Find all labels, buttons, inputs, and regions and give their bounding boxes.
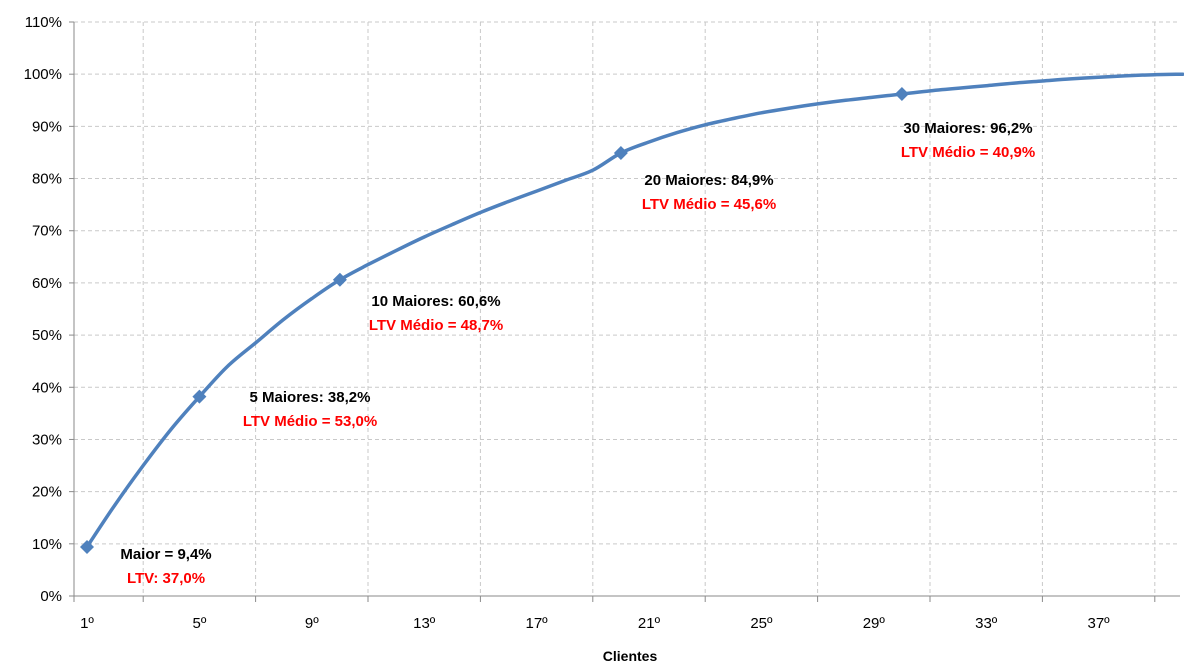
- x-tick-label: 1º: [80, 615, 94, 632]
- annotation-ltv-label: LTV Médio = 40,9%: [901, 144, 1035, 161]
- y-tick-label: 70%: [32, 223, 62, 240]
- x-tick-label: 21º: [638, 615, 661, 632]
- x-axis-title: Clientes: [603, 648, 658, 664]
- y-tick-label: 80%: [32, 171, 62, 188]
- y-tick-label: 50%: [32, 327, 62, 344]
- annotation-share-label: 30 Maiores: 96,2%: [903, 120, 1032, 137]
- data-point-marker: [613, 145, 628, 160]
- y-tick-label: 60%: [32, 275, 62, 292]
- x-tick-label: 17º: [526, 615, 549, 632]
- annotation-ltv-label: LTV Médio = 45,6%: [642, 196, 776, 213]
- annotation-share-label: 10 Maiores: 60,6%: [371, 293, 500, 310]
- y-tick-label: 40%: [32, 379, 62, 396]
- series-line: [85, 72, 1184, 549]
- y-tick-label: 100%: [24, 66, 62, 83]
- data-point-marker: [192, 389, 207, 404]
- y-tick-label: 30%: [32, 431, 62, 448]
- x-tick-label: 13º: [413, 615, 436, 632]
- annotation-layer: Maior = 9,4% LTV: 37,0% 5 Maiores: 38,2% LT…: [120, 120, 1035, 587]
- marker-layer: [80, 87, 909, 554]
- annotation-share-label: 5 Maiores: 38,2%: [250, 389, 371, 406]
- data-point-marker: [332, 272, 347, 287]
- axes: 0% 10% 20% 30% 40% 50% 60% 70% 80% 90% 100% 110% 1º 5…: [24, 14, 1180, 632]
- series-layer: [85, 72, 1184, 549]
- annotation-ltv-label: LTV Médio = 53,0%: [243, 413, 377, 430]
- x-tick-label: 37º: [1088, 615, 1111, 632]
- x-tick-label: 25º: [750, 615, 773, 632]
- x-tick-label: 9º: [305, 615, 319, 632]
- annotation-ltv-label: LTV: 37,0%: [127, 570, 205, 587]
- annotation-share-label: Maior = 9,4%: [120, 546, 211, 563]
- x-tick-label: 29º: [863, 615, 886, 632]
- x-tick-label: 33º: [975, 615, 998, 632]
- data-point-marker: [894, 87, 909, 102]
- y-tick-label: 10%: [32, 536, 62, 553]
- y-tick-label: 90%: [32, 118, 62, 135]
- x-tick-label: 5º: [192, 615, 206, 632]
- gridlines: [74, 21, 1180, 596]
- data-point-marker: [80, 539, 94, 554]
- y-tick-label: 0%: [40, 588, 62, 605]
- y-tick-label: 110%: [25, 14, 62, 31]
- annotation-share-label: 20 Maiores: 84,9%: [644, 172, 773, 189]
- annotation-ltv-label: LTV Médio = 48,7%: [369, 317, 503, 334]
- y-tick-label: 20%: [32, 484, 62, 501]
